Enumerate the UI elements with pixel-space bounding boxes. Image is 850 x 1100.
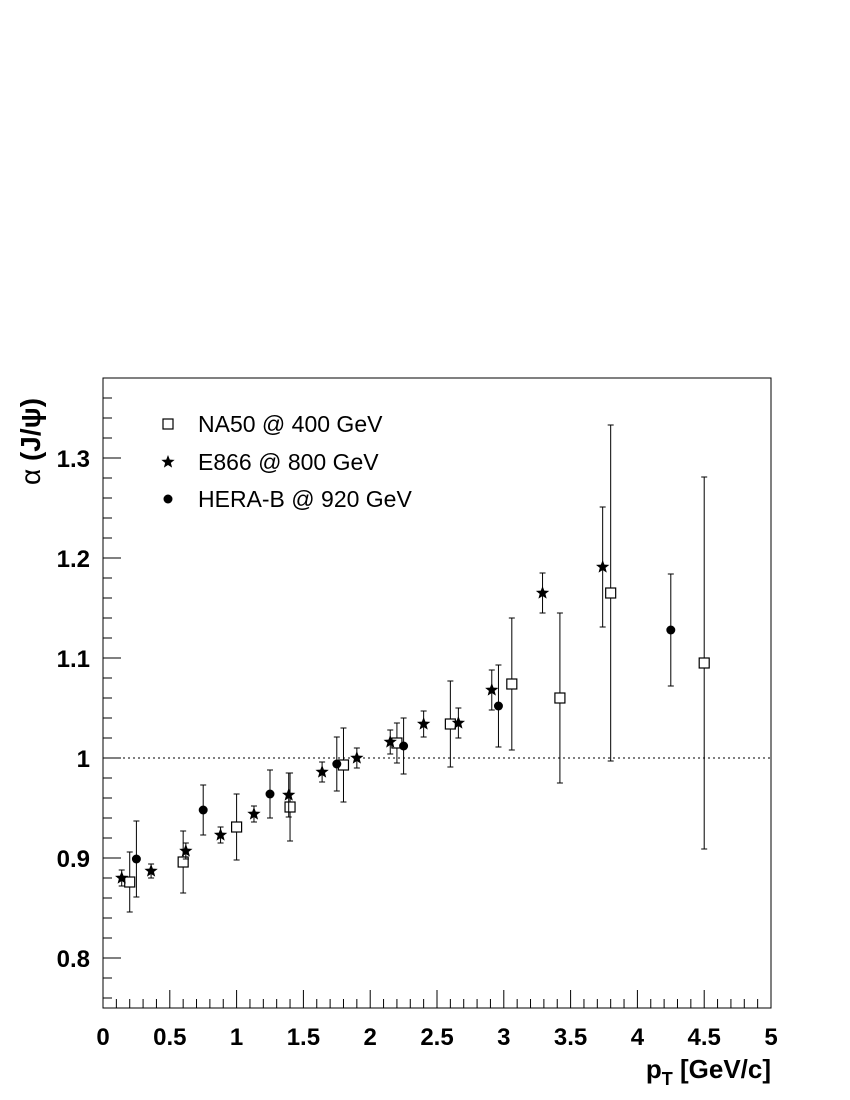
- data-point: [177, 856, 189, 868]
- legend-entry-label: NA50 @ 400 GeV: [198, 411, 383, 437]
- data-point: [284, 801, 296, 813]
- data-point: [179, 844, 193, 857]
- data-point: [698, 657, 710, 669]
- y-axis: 0.8 0.9 1 1.1 1.2 1.3: [57, 377, 121, 999]
- x-tick-label: 0: [96, 1024, 109, 1051]
- x-tick-label: 0.5: [153, 1024, 186, 1051]
- data-point: [144, 864, 158, 877]
- data-point: [213, 828, 228, 841]
- data-point: [332, 759, 342, 769]
- x-axis: 0 0.5 1 1.5 2 2.5 3 3.5 4 4.5 5: [96, 990, 778, 1051]
- data-point: [451, 716, 466, 729]
- data-point: [605, 587, 617, 599]
- legend-marker: [163, 494, 173, 504]
- y-tick-label: 0.8: [57, 946, 90, 973]
- data-point: [265, 789, 275, 799]
- data-marks: [115, 424, 710, 913]
- x-tick-label: 5: [764, 1024, 777, 1051]
- x-tick-label: 4.5: [688, 1024, 721, 1051]
- series-star: [115, 506, 610, 887]
- y-tick-label: 1.2: [57, 546, 90, 573]
- series-open-square: [124, 424, 710, 913]
- series-filled-circle: [131, 573, 676, 898]
- data-point: [399, 741, 409, 751]
- data-point: [131, 854, 141, 864]
- x-axis-title-unit: [GeV/c]: [673, 1054, 771, 1084]
- data-point: [493, 701, 503, 711]
- data-point: [666, 625, 676, 635]
- data-point: [444, 718, 456, 730]
- y-tick-label: 1.1: [57, 646, 90, 673]
- x-tick-label: 2: [364, 1024, 377, 1051]
- x-axis-title-main: p: [646, 1054, 662, 1084]
- y-tick-label: 0.9: [57, 846, 90, 873]
- y-tick-label: 1.3: [57, 446, 90, 473]
- y-axis-title: α (J/ψ): [15, 398, 46, 485]
- data-point: [506, 678, 518, 690]
- x-tick-label: 3: [497, 1024, 510, 1051]
- data-point: [554, 692, 566, 704]
- data-point: [535, 586, 550, 599]
- legend-entry-label: E866 @ 800 GeV: [198, 449, 379, 475]
- legend-marker: [161, 455, 175, 468]
- data-point: [315, 765, 329, 778]
- data-point: [247, 807, 261, 820]
- legend: NA50 @ 400 GeV E866 @ 800 GeV HERA-B @ 920…: [161, 411, 412, 512]
- data-point: [231, 821, 243, 833]
- data-point: [596, 560, 610, 573]
- x-axis-title: pT [GeV/c]: [646, 1054, 771, 1089]
- x-tick-label: 2.5: [420, 1024, 453, 1051]
- x-axis-title-sub: T: [662, 1069, 673, 1089]
- data-point: [282, 788, 296, 801]
- data-point: [383, 735, 397, 748]
- x-tick-label: 1: [230, 1024, 243, 1051]
- x-tick-label: 3.5: [554, 1024, 587, 1051]
- x-tick-label: 4: [631, 1024, 645, 1051]
- y-axis-title-rest: (J/ψ): [15, 398, 46, 469]
- data-point: [115, 871, 129, 884]
- y-tick-label: 1: [77, 746, 90, 773]
- legend-entry-label: HERA-B @ 920 GeV: [198, 486, 412, 512]
- data-point: [124, 876, 136, 888]
- legend-marker: [162, 418, 174, 430]
- data-point: [416, 717, 431, 730]
- y-axis-title-greek: α: [15, 469, 46, 485]
- data-point: [485, 683, 499, 696]
- x-tick-label: 1.5: [287, 1024, 320, 1051]
- data-point: [350, 751, 364, 764]
- data-point: [198, 805, 208, 815]
